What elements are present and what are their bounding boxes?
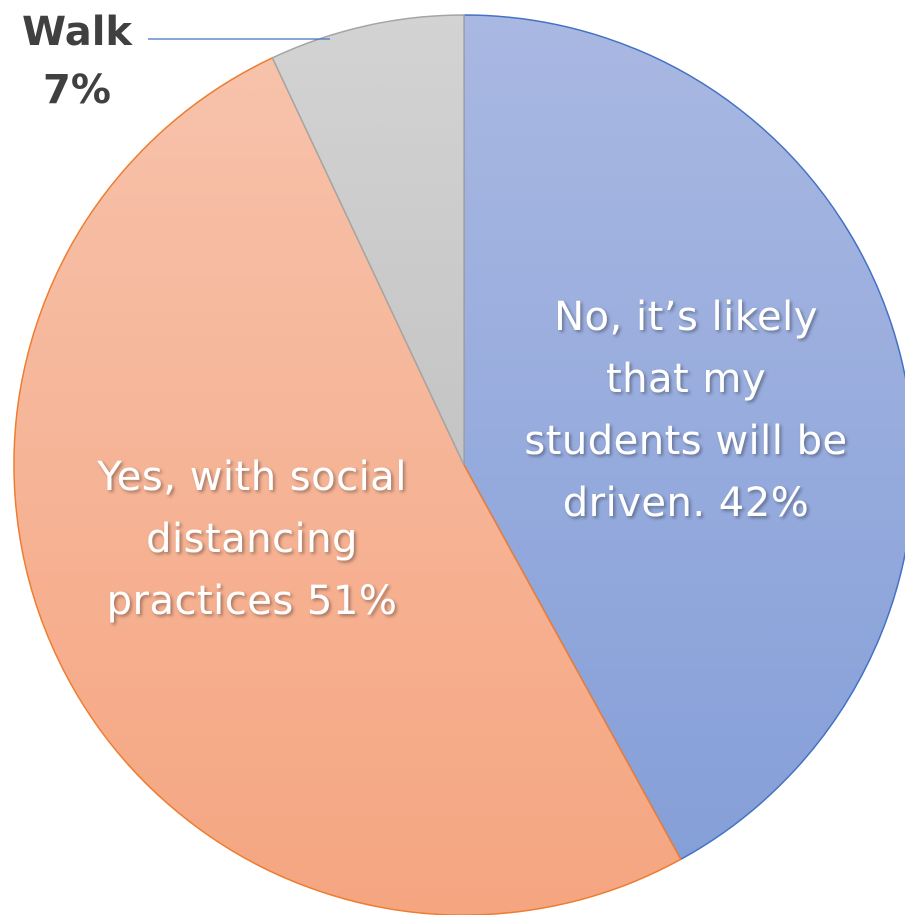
label-line: distancing xyxy=(146,516,358,562)
label-no-driven: No, it’s likely that my students will be dr… xyxy=(524,294,847,526)
label-walk: Walk 7% xyxy=(22,9,133,113)
label-line: practices 51% xyxy=(107,578,398,624)
label-line: students will be xyxy=(524,418,847,464)
slice-no-driven xyxy=(463,14,905,861)
label-line: that my xyxy=(606,356,766,402)
label-line: 7% xyxy=(43,67,111,113)
label-line: Yes, with social xyxy=(96,454,407,500)
label-yes-social-distancing: Yes, with social distancing practices 51% xyxy=(96,454,407,624)
slice-walk xyxy=(271,14,465,466)
label-line: Walk xyxy=(22,9,133,55)
label-line: driven. 42% xyxy=(563,480,809,526)
label-line: No, it’s likely xyxy=(554,294,818,340)
